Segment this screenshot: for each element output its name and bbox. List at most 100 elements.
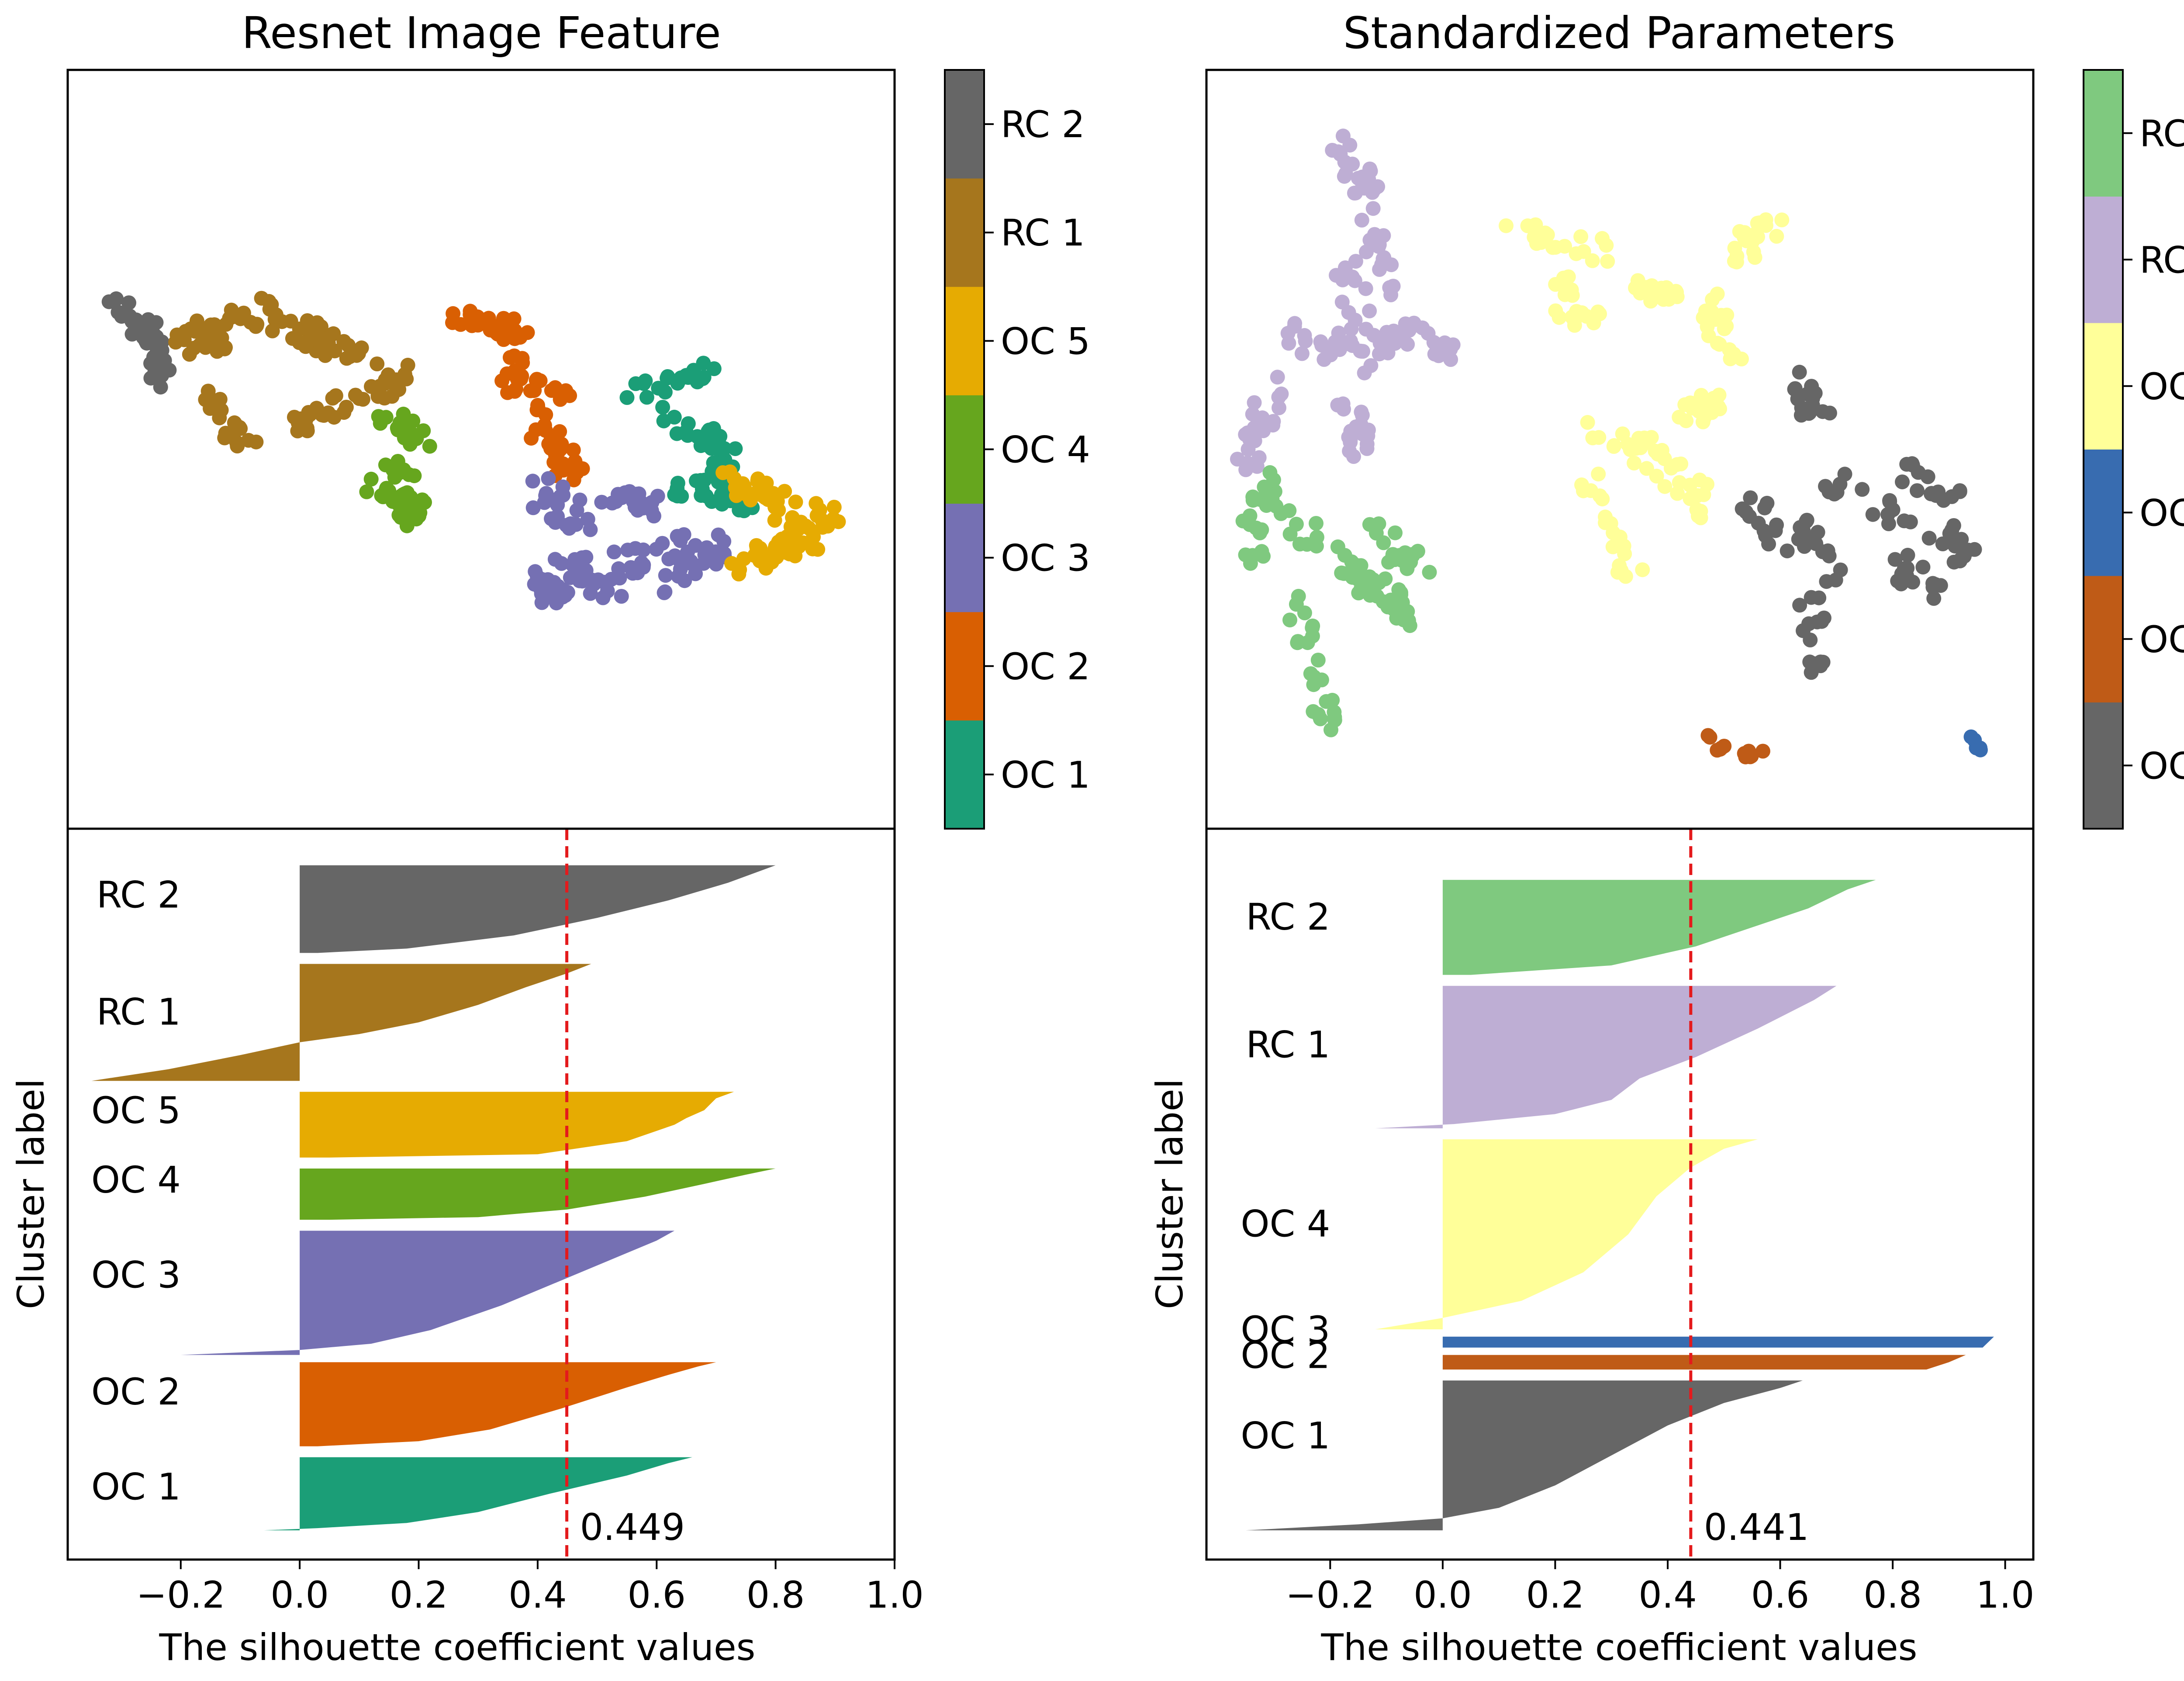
scatter-point-oc-5 (788, 495, 803, 510)
scatter-point-oc-4 (416, 423, 431, 438)
scatter-point-oc-4 (1548, 303, 1563, 318)
scatter-point-oc-3 (528, 564, 543, 579)
scatter-points-left (101, 291, 846, 611)
x-tick-label: 0.2 (1526, 1574, 1585, 1616)
scatter-point-rc-2 (1262, 465, 1278, 480)
x-tick-label: 0.6 (628, 1574, 686, 1616)
scatter-point-oc-1 (717, 441, 732, 456)
scatter-point-rc-2 (1252, 525, 1268, 540)
scatter-point-oc-1 (681, 416, 696, 431)
scatter-point-oc-1 (655, 400, 670, 415)
scatter-point-oc-3 (540, 572, 556, 587)
scatter-point-rc-1 (1358, 281, 1373, 296)
scatter-point-oc-1 (712, 429, 728, 444)
scatter-point-rc-2 (157, 353, 172, 368)
scatter-point-oc-5 (767, 546, 782, 561)
scatter-point-oc-4 (359, 484, 374, 499)
scatter-point-rc-1 (1358, 322, 1374, 337)
cluster-label-oc-4: OC 4 (1241, 1202, 1330, 1245)
scatter-point-rc-1 (265, 323, 280, 339)
scatter-point-rc-1 (182, 347, 197, 362)
scatter-point-rc-2 (1402, 618, 1417, 633)
scatter-point-rc-1 (1368, 232, 1383, 247)
x-tick-label: −0.2 (1286, 1574, 1375, 1616)
scatter-point-rc-1 (384, 389, 400, 404)
x-tick-label: 1.0 (865, 1574, 924, 1616)
scatter-point-rc-1 (1331, 325, 1346, 341)
scatter-point-oc-4 (422, 439, 437, 454)
scatter-point-oc-3 (594, 495, 609, 510)
scatter-point-oc-3 (541, 471, 556, 486)
colorbar-label-oc-4: OC 4 (1001, 429, 1090, 471)
scatter-point-rc-1 (1274, 386, 1289, 401)
colorbar-swatch-rc-1 (945, 178, 984, 287)
scatter-point-rc-2 (1422, 564, 1437, 580)
colorbar-swatch-oc-3 (2084, 449, 2123, 576)
scatter-point-oc-4 (1727, 253, 1742, 269)
scatter-point-oc-4 (1600, 254, 1615, 269)
scatter-point-oc-5 (784, 530, 799, 546)
scatter-point-oc-4 (1592, 488, 1607, 503)
scatter-point-rc-1 (1415, 320, 1430, 336)
colorbar-label-oc-2: OC 2 (1001, 645, 1090, 688)
scatter-point-oc-1 (1807, 386, 1823, 401)
scatter-point-oc-5 (812, 502, 827, 518)
cluster-label-oc-1: OC 1 (91, 1466, 181, 1508)
scatter-point-rc-2 (1282, 526, 1298, 542)
scatter-point-oc-1 (670, 488, 685, 504)
scatter-point-oc-4 (1749, 226, 1764, 241)
scatter-point-oc-4 (1691, 404, 1707, 419)
scatter-point-oc-1 (1946, 518, 1961, 533)
scatter-point-oc-5 (750, 471, 766, 487)
scatter-point-oc-1 (1944, 489, 1959, 504)
scatter-point-rc-1 (1344, 322, 1359, 337)
scatter-point-oc-3 (554, 556, 569, 571)
scatter-point-rc-1 (1362, 303, 1377, 318)
scatter-point-oc-4 (401, 494, 416, 509)
scatter-point-rc-1 (292, 335, 307, 350)
cluster-label-oc-3: OC 3 (91, 1254, 181, 1297)
colorbar-label-oc-5: OC 5 (1001, 320, 1090, 363)
scatter-point-oc-5 (805, 541, 820, 557)
scatter-point-oc-3 (550, 497, 565, 512)
scatter-point-rc-2 (147, 365, 162, 380)
scatter-point-rc-1 (1335, 128, 1351, 144)
scatter-point-oc-4 (1677, 397, 1693, 412)
colorbar-label-rc-1: RC 1 (1001, 211, 1085, 254)
scatter-point-oc-4 (1722, 342, 1737, 357)
x-tick-label: 0.4 (508, 1574, 567, 1616)
silhouette-area-oc-1 (264, 1457, 692, 1531)
scatter-point-oc-1 (1855, 482, 1870, 497)
scatter-point-rc-1 (378, 372, 393, 387)
scatter-point-oc-1 (1865, 507, 1880, 522)
scatter-point-rc-2 (1353, 581, 1368, 597)
scatter-point-oc-3 (611, 561, 626, 576)
scatter-point-oc-1 (1813, 654, 1828, 670)
scatter-points-right (1230, 128, 1988, 764)
scatter-point-oc-1 (639, 390, 654, 405)
scatter-frame-left (66, 69, 896, 830)
scatter-point-oc-1 (1792, 598, 1807, 613)
scatter-point-rc-2 (1290, 635, 1305, 650)
colorbar-swatch-oc-5 (945, 287, 984, 395)
scatter-point-oc-5 (731, 567, 746, 581)
scatter-point-oc-4 (378, 410, 394, 425)
scatter-point-oc-4 (1700, 477, 1714, 492)
scatter-point-rc-2 (1325, 692, 1340, 708)
scatter-point-oc-4 (1557, 239, 1572, 254)
scatter-point-rc-1 (198, 392, 213, 407)
scatter-point-rc-1 (400, 357, 415, 373)
scatter-point-oc-2 (530, 401, 546, 416)
scatter-point-rc-1 (1245, 407, 1260, 422)
scatter-point-oc-4 (1679, 413, 1694, 429)
scatter-point-oc-4 (1573, 229, 1589, 244)
scatter-point-oc-4 (399, 518, 415, 533)
scatter-point-oc-3 (584, 572, 600, 588)
scatter-point-rc-1 (318, 348, 333, 363)
scatter-point-rc-2 (1365, 572, 1381, 587)
scatter-point-rc-1 (1334, 294, 1350, 310)
scatter-point-rc-1 (297, 320, 312, 335)
scatter-point-rc-1 (341, 338, 356, 353)
colorbar-label-oc-3: OC 3 (2139, 491, 2184, 534)
